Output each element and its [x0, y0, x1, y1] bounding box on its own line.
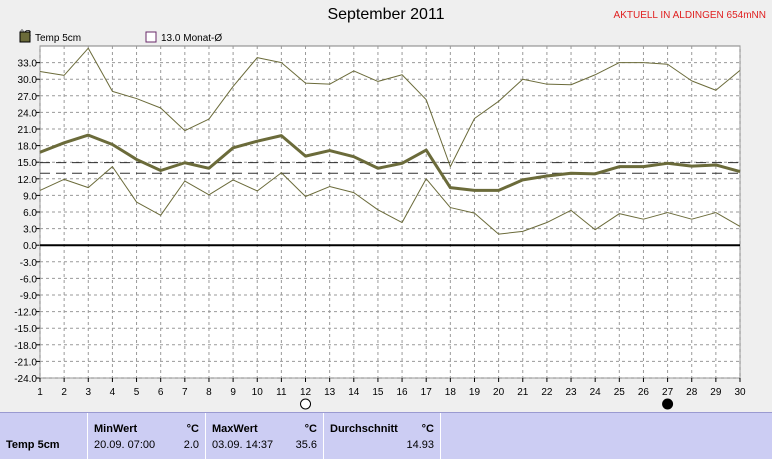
x-tick-label: 2	[61, 387, 67, 398]
y-tick-label: -12.0	[14, 308, 37, 319]
x-tick-label: 24	[590, 387, 602, 398]
full-moon-icon	[300, 398, 312, 410]
x-tick-label: 26	[638, 387, 650, 398]
x-tick-label: 28	[686, 387, 698, 398]
avg-value: 14.93	[406, 439, 434, 451]
series-line-min	[39, 166, 741, 235]
min-value: 2.0	[183, 439, 199, 451]
x-tick-label: 7	[182, 387, 188, 398]
y-tick-label: 0.0	[23, 241, 37, 252]
y-tick-label: -3.0	[20, 258, 38, 269]
y-tick-label: -21.0	[14, 357, 37, 368]
max-cell: MaxWert °C 03.09. 14:37 35.6	[206, 413, 324, 459]
station-label: AKTUELL IN ALDINGEN 654mNN	[613, 10, 766, 21]
min-date: 20.09. 07:00	[94, 439, 156, 451]
max-header: MaxWert	[212, 423, 258, 435]
min-cell: MinWert °C 20.09. 07:00 2.0	[88, 413, 206, 459]
y-tick-label: -9.0	[20, 291, 38, 302]
x-tick-label: 13	[324, 387, 336, 398]
x-tick-label: 25	[614, 387, 626, 398]
avg-unit: °C	[421, 423, 434, 435]
y-tick-label: 3.0	[23, 225, 37, 236]
x-tick-label: 9	[230, 387, 236, 398]
stats-row-label-cell: Temp 5cm	[0, 413, 88, 459]
legend-label: Temp 5cm	[35, 33, 81, 44]
x-tick-label: 21	[517, 387, 529, 398]
stats-bar: Temp 5cm MinWert °C 20.09. 07:00 2.0 Max…	[0, 412, 772, 459]
x-tick-label: 12	[300, 387, 312, 398]
x-tick-label: 10	[252, 387, 264, 398]
y-tick-label: 12.0	[18, 175, 38, 186]
legend-swatch	[145, 31, 157, 43]
x-tick-label: 15	[372, 387, 384, 398]
x-tick-label: 20	[493, 387, 505, 398]
y-tick-label: -15.0	[14, 324, 37, 335]
min-header: MinWert	[94, 423, 138, 435]
y-tick-label: -6.0	[20, 274, 38, 285]
x-tick-label: 27	[662, 387, 674, 398]
y-tick-label: 33.0	[18, 59, 38, 70]
x-tick-label: 4	[110, 387, 116, 398]
legend-swatch	[19, 31, 31, 43]
y-tick-label: -18.0	[14, 341, 37, 352]
max-unit: °C	[304, 423, 317, 435]
y-tick-label: 15.0	[18, 158, 38, 169]
x-tick-label: 30	[734, 387, 746, 398]
x-tick-label: 19	[469, 387, 481, 398]
x-tick-label: 29	[710, 387, 722, 398]
series-line-max	[39, 47, 741, 168]
y-tick-label: 30.0	[18, 75, 38, 86]
x-tick-label: 5	[134, 387, 140, 398]
max-value: 35.6	[295, 439, 317, 451]
x-tick-label: 14	[348, 387, 360, 398]
y-tick-label: 21.0	[18, 125, 38, 136]
avg-header: Durchschnitt	[330, 423, 398, 435]
x-tick-label: 3	[85, 387, 91, 398]
y-tick-label: 6.0	[23, 208, 37, 219]
max-date: 03.09. 14:37	[212, 439, 274, 451]
x-tick-label: 23	[565, 387, 577, 398]
y-tick-label: -24.0	[14, 374, 37, 385]
series-line-temp-5cm	[39, 133, 741, 192]
legend-label: 13.0 Monat-Ø	[161, 33, 222, 44]
y-tick-label: 9.0	[23, 191, 37, 202]
x-tick-label: 16	[397, 387, 409, 398]
x-tick-label: 6	[158, 387, 164, 398]
x-tick-label: 18	[445, 387, 457, 398]
x-tick-label: 17	[421, 387, 433, 398]
chart-title: September 2011	[327, 6, 445, 23]
x-tick-label: 1	[37, 387, 43, 398]
y-tick-label: 18.0	[18, 142, 38, 153]
stats-row-label: Temp 5cm	[6, 439, 60, 451]
x-tick-label: 8	[206, 387, 212, 398]
min-unit: °C	[186, 423, 199, 435]
new-moon-icon	[662, 398, 674, 410]
x-tick-label: 11	[276, 387, 287, 398]
avg-cell: Durchschnitt °C 14.93	[324, 413, 441, 459]
x-tick-label: 22	[541, 387, 553, 398]
y-tick-label: 27.0	[18, 92, 38, 103]
temperature-chart: 33.030.027.024.021.018.015.012.09.06.03.…	[14, 29, 746, 410]
y-tick-label: 24.0	[18, 108, 38, 119]
